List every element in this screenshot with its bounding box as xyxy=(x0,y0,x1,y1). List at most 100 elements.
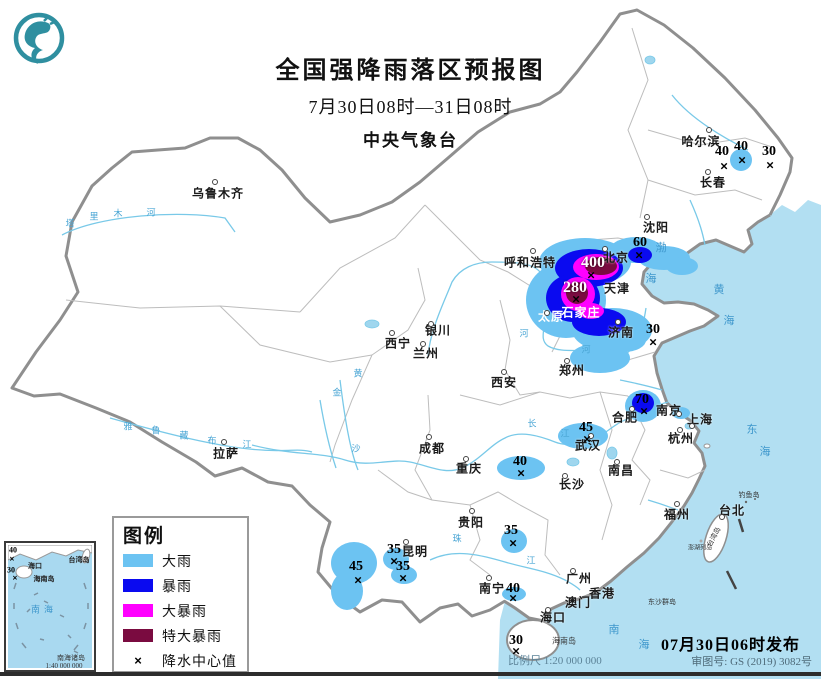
city-label: 成都 xyxy=(418,441,446,456)
city-dot xyxy=(545,607,551,613)
sea-label: 东 xyxy=(746,424,758,436)
city-label: 呼和浩特 xyxy=(503,255,557,270)
sea-label: 南 xyxy=(608,624,620,636)
city-label: 南昌 xyxy=(607,463,635,478)
city-dot xyxy=(420,341,426,347)
precip-center-icon: × xyxy=(354,572,362,588)
legend-item: 大暴雨 xyxy=(123,598,247,623)
precip-value: 40 xyxy=(513,454,527,469)
precip-center-icon: × xyxy=(517,465,525,481)
sea-label: 海 xyxy=(645,273,657,285)
inset-label: 40 xyxy=(9,545,17,555)
city-dot xyxy=(674,501,680,507)
page-title: 全国强降雨落区预报图 xyxy=(275,58,546,84)
precip-value: 70 xyxy=(635,392,649,407)
island-label: 东沙群岛 xyxy=(648,599,676,606)
rain-zone-extreme-rainstorm xyxy=(566,257,617,304)
precip-value: 280 xyxy=(563,279,587,296)
lakes xyxy=(364,55,694,467)
legend-label: 降水中心值 xyxy=(162,654,237,670)
legend-swatch xyxy=(123,629,153,642)
city-dot xyxy=(689,423,695,429)
city-dot xyxy=(644,214,650,220)
precip-value: 60 xyxy=(633,235,647,250)
city-dot xyxy=(463,456,469,462)
city-dot xyxy=(212,179,218,185)
city-label: 哈尔滨 xyxy=(681,134,721,149)
river-label: 鲁 xyxy=(151,425,161,436)
precip-center-icon: × xyxy=(583,431,591,447)
precip-center-icon: × xyxy=(509,590,517,606)
sea-label: 海 xyxy=(759,446,771,458)
precip-center-icon: × xyxy=(509,535,517,551)
city-label: 济南 xyxy=(607,325,635,340)
precip-value: 35 xyxy=(504,523,518,538)
city-label: 西宁 xyxy=(384,336,412,351)
legend-swatch xyxy=(123,579,153,592)
river-label: 江 xyxy=(560,428,570,439)
legend-x-symbol: × xyxy=(134,653,142,668)
river-label: 河 xyxy=(146,207,156,218)
legend: 图例 大雨暴雨大暴雨特大暴雨 × 降水中心值 xyxy=(112,516,249,673)
rivers xyxy=(61,94,749,591)
map-approval-number: 审图号: GS (2019) 3082号 xyxy=(691,656,812,668)
city-label: 昆明 xyxy=(401,544,429,559)
city-dot xyxy=(706,127,712,133)
city-label: 郑州 xyxy=(558,363,586,378)
city-label: 海口 xyxy=(539,610,567,625)
precip-center-icon: × xyxy=(572,291,580,307)
city-label: 长沙 xyxy=(558,477,586,492)
city-label: 广州 xyxy=(565,571,593,586)
legend-label: 暴雨 xyxy=(162,579,192,595)
inset-label: 海南岛 xyxy=(33,576,55,583)
city-dot xyxy=(389,330,395,336)
city-dot xyxy=(564,358,570,364)
city-label: 长春 xyxy=(699,175,727,190)
city-label: 乌鲁木齐 xyxy=(191,186,245,201)
precip-center-icon: × xyxy=(766,157,774,173)
city-label: 重庆 xyxy=(455,461,483,476)
inset-label: 台湾岛 xyxy=(68,557,90,564)
river-label: 里 xyxy=(89,211,99,222)
city-dot xyxy=(588,433,594,439)
city-dot xyxy=(615,319,621,325)
precip-value: 30 xyxy=(509,633,523,648)
river-label: 河 xyxy=(519,328,529,339)
legend-item: × 降水中心值 xyxy=(123,648,247,673)
legend-title: 图例 xyxy=(123,526,166,547)
city-label: 南宁 xyxy=(478,581,506,596)
river-label: 木 xyxy=(113,208,123,219)
city-label: 拉萨 xyxy=(212,446,240,461)
city-label: 香港 xyxy=(588,586,616,601)
river-label: 江 xyxy=(526,555,536,566)
city-label: 杭州 xyxy=(667,431,695,446)
river-label: 河 xyxy=(581,344,591,355)
precip-value: 45 xyxy=(579,420,593,435)
inset-label: 南海诸岛 xyxy=(57,654,85,662)
precip-center-icon: × xyxy=(635,247,643,263)
city-dot xyxy=(614,459,620,465)
map-header: 全国强降雨落区预报图 7月30日08时—31日08时 中央气象台 xyxy=(0,50,821,151)
map-scale: 比例尺 1:20 000 000 xyxy=(508,655,602,667)
precip-value: 30 xyxy=(762,144,776,159)
river-label: 金 xyxy=(332,387,342,398)
precip-value: 45 xyxy=(349,559,363,574)
legend-item: 大雨 xyxy=(123,548,247,573)
city-dot xyxy=(570,568,576,574)
bottom-border xyxy=(0,672,821,676)
city-label: 福州 xyxy=(663,507,691,522)
country-border xyxy=(10,8,794,624)
legend-label: 特大暴雨 xyxy=(162,629,222,645)
precip-center-icon: × xyxy=(390,553,398,569)
city-dot xyxy=(221,439,227,445)
inset-label: 海口 xyxy=(28,563,42,570)
river-label: 沙 xyxy=(351,443,361,454)
city-label: 台北 xyxy=(718,503,746,518)
inset-label: 1:40 000 000 xyxy=(45,662,83,670)
sea-label: 渤 xyxy=(655,242,667,254)
issuing-agency: 中央气象台 xyxy=(363,131,458,150)
city-label: 兰州 xyxy=(412,346,440,361)
river-label: 黄 xyxy=(353,368,363,379)
